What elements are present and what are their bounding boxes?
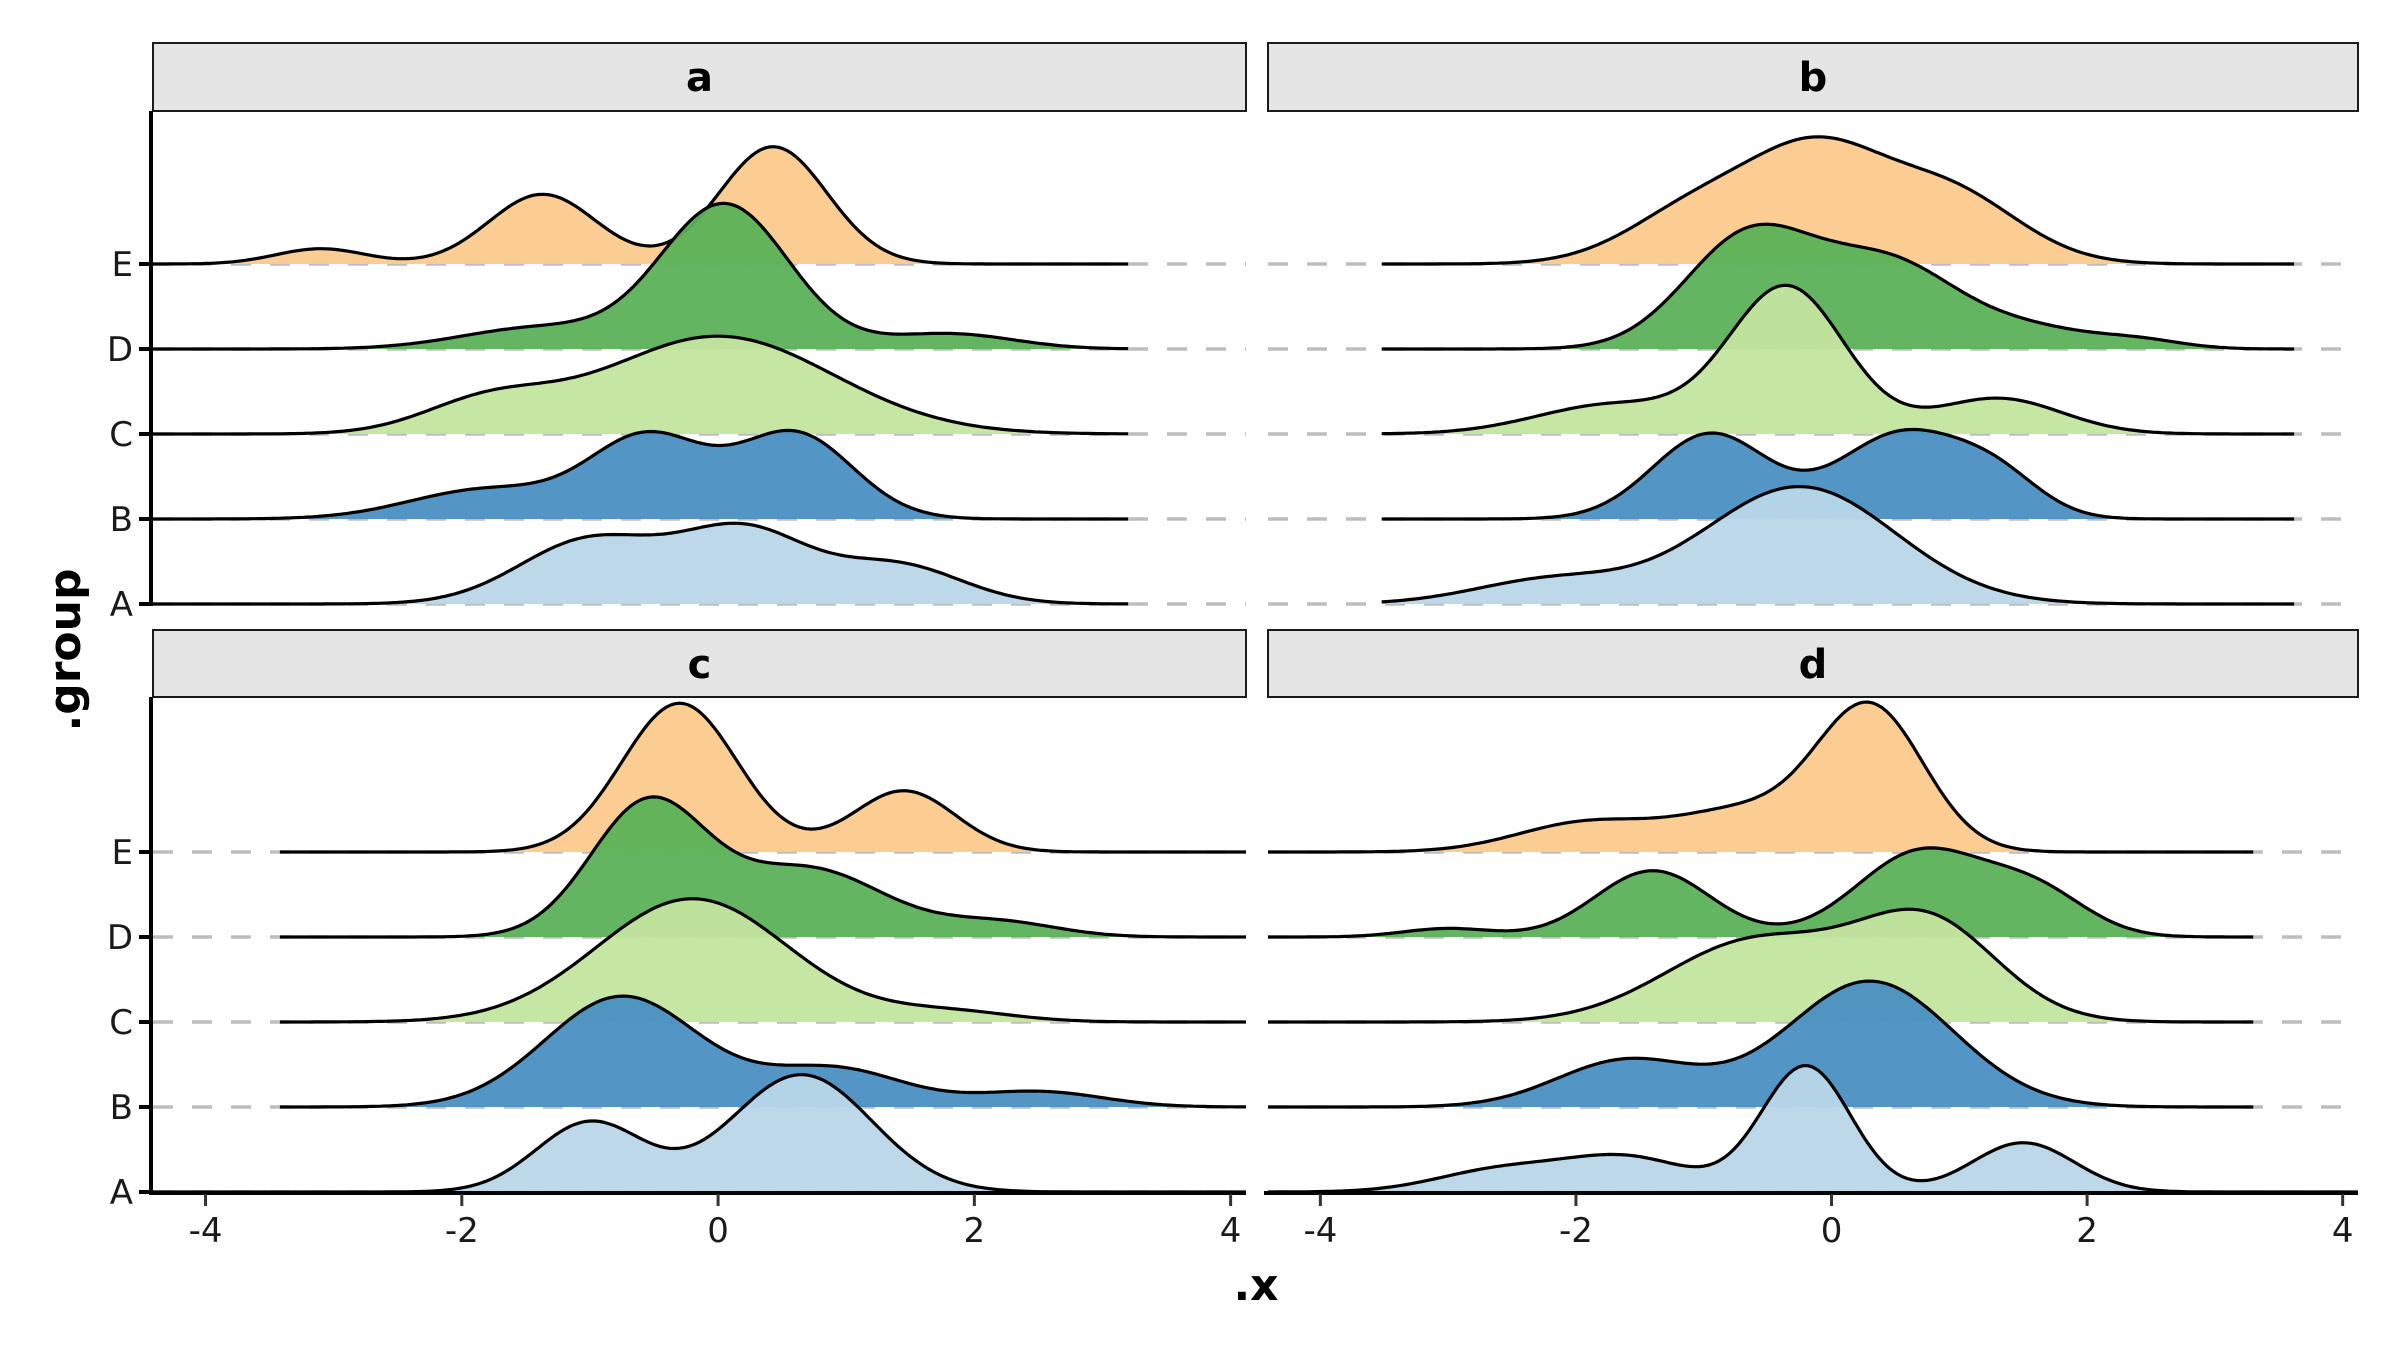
ridge-line-c-E (279, 701, 1246, 854)
facet-c: c A B C D E -4 -2 0 2 4 (107, 629, 1247, 1251)
facet-strip-c (152, 629, 1247, 698)
ridge-line-a-C (153, 334, 1129, 436)
ridge-line-c-D (279, 795, 1246, 939)
y-tick-label: D (107, 918, 133, 958)
facet-d: d -4 -2 0 2 4 (1264, 629, 2359, 1251)
ridge-area-d-D (1268, 847, 2254, 937)
ridge-area-a-B (153, 430, 1129, 519)
y-tick-label: C (109, 1003, 133, 1043)
ridge-line-b-E (1381, 135, 2295, 266)
facet-strip-label: c (688, 642, 712, 688)
x-axis-title: .x (1233, 1260, 1278, 1311)
ridge-area-a-C (153, 336, 1129, 434)
y-tick-label: E (112, 245, 133, 285)
y-tick-label: E (112, 833, 133, 873)
y-axis-title: .group (40, 569, 91, 732)
ridge-line-c-C (279, 897, 1246, 1024)
facet-strip-label: b (1799, 55, 1828, 101)
ridge-line-d-B (1268, 979, 2254, 1109)
x-tick-label: 2 (2076, 1211, 2098, 1251)
ridge-line-d-C (1268, 907, 2254, 1024)
x-tick-label: 4 (1220, 1211, 1242, 1251)
ridge-area-a-A (153, 523, 1129, 604)
ridge-area-d-E (1268, 702, 2254, 852)
ridge-line-d-E (1268, 700, 2254, 854)
ridge-line-b-D (1381, 222, 2295, 351)
facet-b: b (1267, 42, 2359, 606)
x-tick-label: -2 (1559, 1211, 1593, 1251)
ridge-area-c-E (279, 703, 1246, 852)
y-tick-label: C (109, 415, 133, 455)
ridge-area-b-D (1381, 224, 2295, 349)
facet-strip-b (1267, 42, 2359, 112)
ridge-line-a-A (153, 521, 1129, 606)
ridge-area-b-A (1381, 486, 2295, 604)
ridge-area-b-C (1381, 285, 2295, 434)
ridge-area-b-B (1381, 429, 2295, 519)
ridge-line-b-C (1381, 283, 2295, 436)
y-tick-label: A (110, 1173, 133, 1213)
ridge-area-c-B (279, 996, 1246, 1107)
facet-strip-label: a (686, 55, 713, 101)
ridge-area-c-A (153, 1074, 1246, 1192)
facet-strip-a (152, 42, 1247, 112)
ridge-line-b-B (1381, 427, 2295, 521)
x-tick-label: 0 (707, 1211, 729, 1251)
facet-strip-d (1267, 629, 2359, 698)
ridge-line-a-B (153, 428, 1129, 521)
x-tick-label: 4 (2332, 1211, 2354, 1251)
x-tick-label: 0 (1821, 1211, 1843, 1251)
y-tick-label: B (110, 500, 133, 540)
ridge-area-b-E (1381, 136, 2295, 264)
ridge-line-c-B (279, 994, 1246, 1109)
ridge-line-a-E (153, 145, 1129, 266)
y-tick-label: A (110, 585, 133, 625)
x-tick-label: -4 (189, 1211, 223, 1251)
facet-strip-label: d (1799, 642, 1828, 688)
x-tick-label: -4 (1303, 1211, 1337, 1251)
ridge-line-b-A (1381, 485, 2295, 606)
ridge-line-a-D (153, 201, 1129, 351)
facet-a: a A B C D E (107, 42, 1247, 625)
y-tick-label: D (107, 330, 133, 370)
y-tick-label: B (110, 1088, 133, 1128)
x-tick-label: 2 (964, 1211, 986, 1251)
ridge-area-c-D (279, 796, 1246, 937)
ridge-area-c-C (279, 898, 1246, 1022)
ridge-area-a-D (153, 203, 1129, 349)
ridge-line-d-D (1268, 846, 2254, 939)
ridge-area-d-C (1268, 909, 2254, 1022)
x-tick-label: -2 (445, 1211, 479, 1251)
ridge-area-d-A (1268, 1065, 2358, 1192)
